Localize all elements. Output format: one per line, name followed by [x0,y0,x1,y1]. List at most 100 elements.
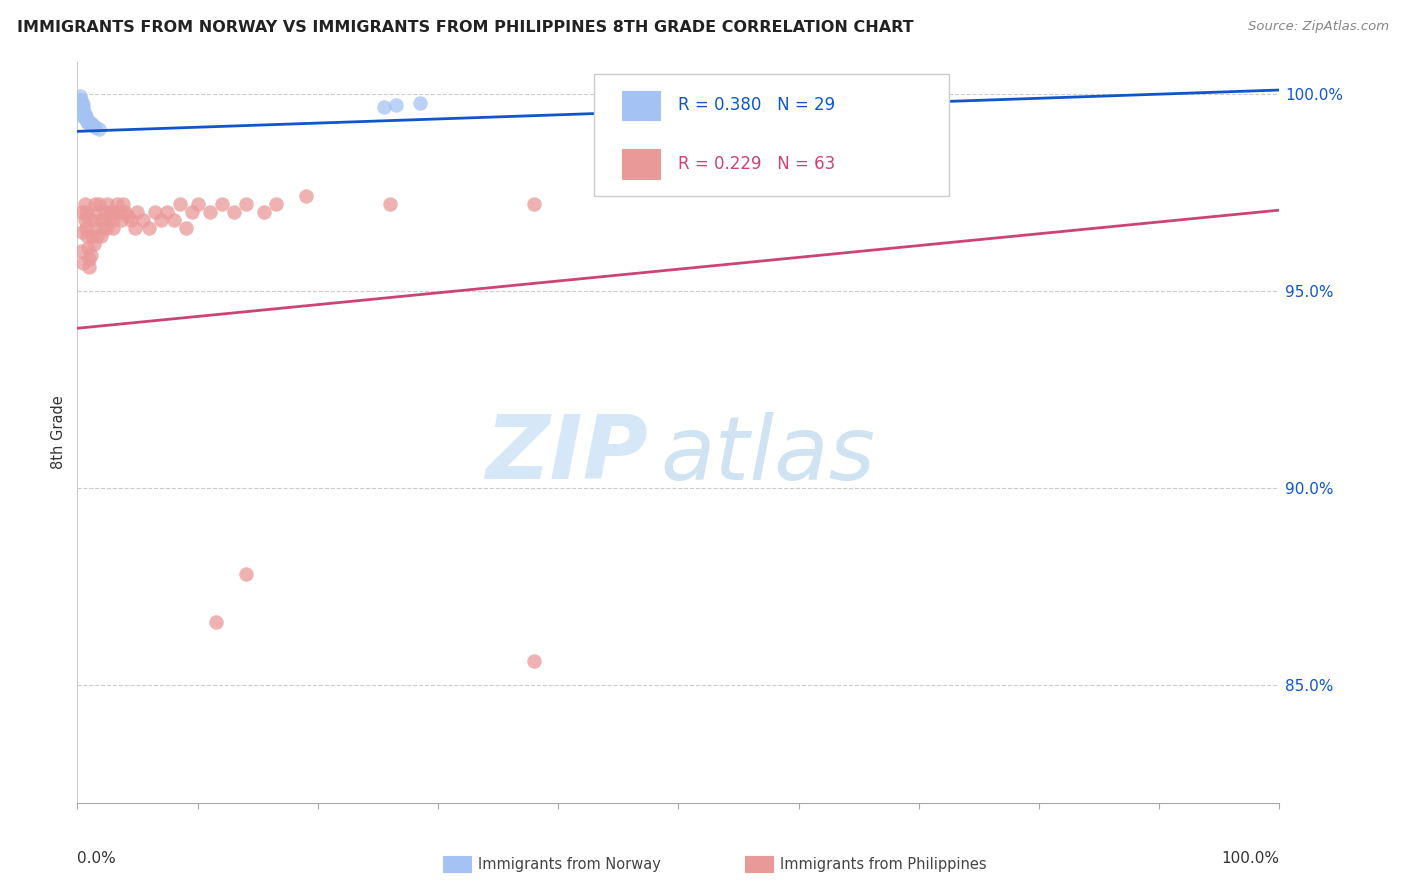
Point [110,213,132,227]
Point [75,205,97,219]
Point [79,248,101,262]
Point [105,197,128,211]
Point [187,197,209,211]
Point [100,205,122,219]
Point [72,103,94,117]
Point [108,205,131,219]
Text: Source: ZipAtlas.com: Source: ZipAtlas.com [1249,20,1389,33]
Point [96,220,118,235]
Point [91,213,114,227]
Bar [621,149,661,178]
Point [132,213,155,227]
FancyBboxPatch shape [595,73,949,195]
Point [162,213,184,227]
Point [83,236,105,251]
Point [174,220,197,235]
Point [76,209,98,223]
Point [111,197,134,211]
Point [76,114,98,128]
Point [235,197,257,211]
Point [94,205,117,219]
Point [70,103,93,117]
Point [70,96,93,111]
Point [98,209,121,223]
Point [82,213,104,227]
Point [70,225,93,239]
Point [138,220,160,235]
Point [409,95,432,110]
Point [72,96,94,111]
Point [96,197,118,211]
Point [73,197,96,211]
Point [169,197,191,211]
Point [385,98,408,112]
Point [222,205,245,219]
Point [79,260,101,275]
Point [75,111,97,125]
Point [72,256,94,270]
Text: Immigrants from Philippines: Immigrants from Philippines [780,857,987,871]
Point [84,220,107,235]
Point [70,101,93,115]
Point [120,213,142,227]
Y-axis label: 8th Grade: 8th Grade [51,396,66,469]
Point [523,197,546,211]
Text: atlas: atlas [661,412,876,498]
Point [67,103,90,117]
Text: Immigrants from Norway: Immigrants from Norway [478,857,661,871]
Point [84,197,107,211]
Point [75,109,97,123]
Point [87,122,110,136]
Point [70,109,93,123]
Point [114,205,136,219]
Point [70,104,93,119]
Point [84,120,107,135]
Point [76,228,98,243]
Point [79,116,101,130]
Point [253,205,276,219]
Point [70,205,93,219]
Point [73,111,96,125]
Point [235,567,257,582]
Point [150,213,173,227]
Point [87,205,110,219]
Point [73,106,96,120]
Point [79,114,101,128]
Point [156,205,179,219]
Point [69,93,91,107]
Point [180,205,202,219]
Point [75,220,97,235]
Point [73,213,96,227]
Text: R = 0.380   N = 29: R = 0.380 N = 29 [679,96,835,114]
Point [79,252,101,267]
Point [103,213,125,227]
Point [70,95,93,109]
Point [204,615,226,629]
Text: 100.0%: 100.0% [1222,851,1279,866]
Point [70,93,93,107]
Point [82,119,104,133]
Point [104,205,127,219]
Point [523,654,546,668]
Point [90,228,112,243]
Point [124,220,146,235]
Point [87,197,110,211]
Point [93,220,115,235]
Text: ZIP: ZIP [485,411,648,499]
Point [378,197,401,211]
Point [72,101,94,115]
Point [294,189,316,203]
Point [211,197,233,211]
Point [77,116,100,130]
Point [127,205,149,219]
Point [86,228,108,243]
Text: R = 0.229   N = 63: R = 0.229 N = 63 [679,155,835,173]
Point [145,205,167,219]
Text: 0.0%: 0.0% [77,851,117,866]
Point [655,89,678,103]
Point [782,99,804,113]
Point [373,99,395,113]
Point [264,197,287,211]
Text: IMMIGRANTS FROM NORWAY VS IMMIGRANTS FROM PHILIPPINES 8TH GRADE CORRELATION CHAR: IMMIGRANTS FROM NORWAY VS IMMIGRANTS FRO… [17,20,914,35]
Point [80,228,103,243]
